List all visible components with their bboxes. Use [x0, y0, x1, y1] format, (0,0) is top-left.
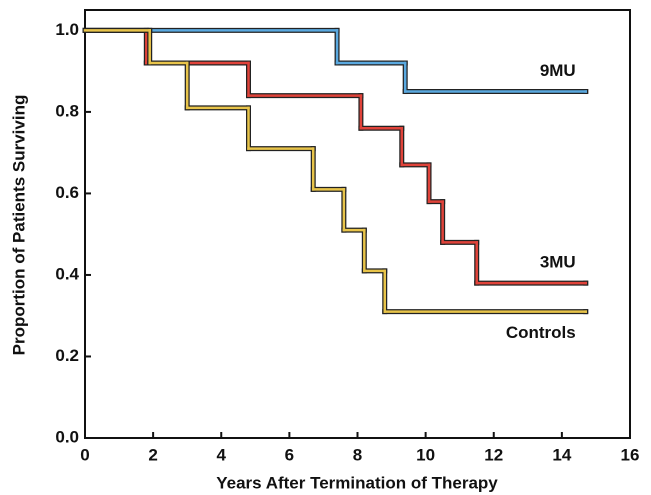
- x-tick-label: 0: [80, 445, 89, 464]
- x-tick-label: 2: [148, 445, 157, 464]
- x-tick-label: 8: [353, 445, 362, 464]
- y-tick-label: 1.0: [55, 20, 79, 39]
- y-tick-label: 0.2: [55, 346, 79, 365]
- series-label: 3MU: [540, 253, 576, 272]
- x-tick-label: 6: [285, 445, 294, 464]
- x-tick-label: 4: [217, 445, 227, 464]
- y-tick-label: 0.4: [55, 264, 79, 283]
- y-tick-label: 0.6: [55, 183, 79, 202]
- y-axis-label: Proportion of Patients Surviving: [9, 95, 28, 356]
- series-label: Controls: [506, 323, 576, 342]
- x-axis-label: Years After Termination of Therapy: [216, 473, 498, 492]
- y-tick-label: 0.0: [55, 427, 79, 446]
- series-label: 9MU: [540, 61, 576, 80]
- y-tick-label: 0.8: [55, 101, 79, 120]
- x-tick-label: 16: [621, 445, 640, 464]
- x-tick-label: 12: [484, 445, 503, 464]
- x-tick-label: 10: [416, 445, 435, 464]
- x-tick-label: 14: [552, 445, 571, 464]
